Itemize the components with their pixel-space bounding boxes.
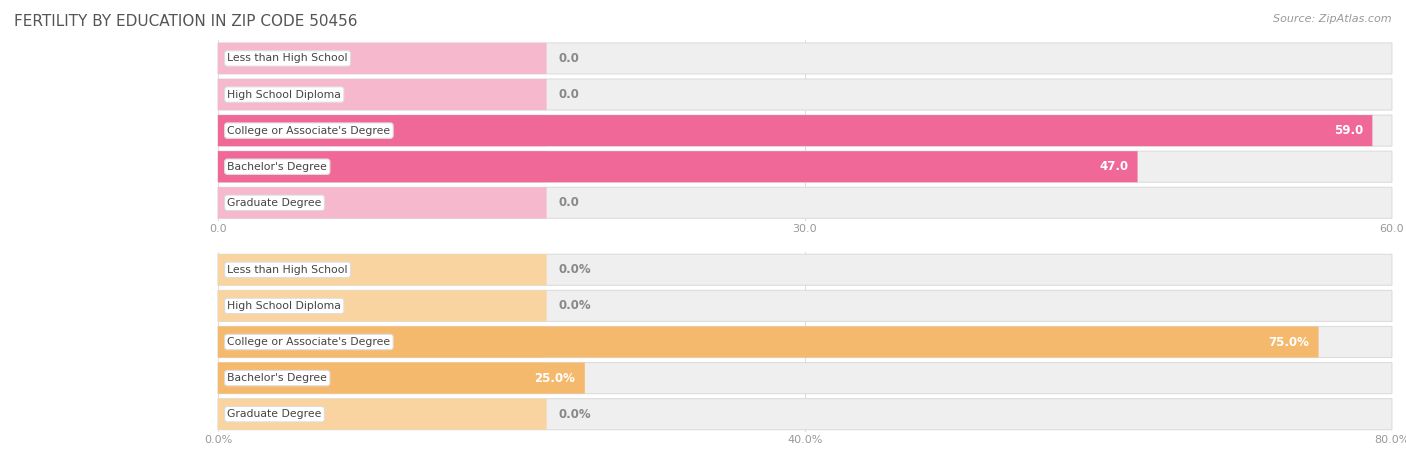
FancyBboxPatch shape <box>218 43 1392 74</box>
FancyBboxPatch shape <box>218 187 547 218</box>
Text: Less than High School: Less than High School <box>228 53 347 64</box>
FancyBboxPatch shape <box>218 254 1392 285</box>
FancyBboxPatch shape <box>218 151 547 182</box>
Text: 59.0: 59.0 <box>1334 124 1362 137</box>
Text: College or Associate's Degree: College or Associate's Degree <box>228 125 391 136</box>
Text: Bachelor's Degree: Bachelor's Degree <box>228 162 328 172</box>
Text: 0.0: 0.0 <box>558 52 579 65</box>
FancyBboxPatch shape <box>218 43 547 74</box>
FancyBboxPatch shape <box>218 399 1392 430</box>
Text: Source: ZipAtlas.com: Source: ZipAtlas.com <box>1274 14 1392 24</box>
FancyBboxPatch shape <box>218 79 547 110</box>
Text: FERTILITY BY EDUCATION IN ZIP CODE 50456: FERTILITY BY EDUCATION IN ZIP CODE 50456 <box>14 14 357 29</box>
FancyBboxPatch shape <box>218 254 547 285</box>
FancyBboxPatch shape <box>218 362 585 394</box>
Text: High School Diploma: High School Diploma <box>228 301 342 311</box>
Text: 0.0: 0.0 <box>558 88 579 101</box>
FancyBboxPatch shape <box>218 151 1392 182</box>
FancyBboxPatch shape <box>218 399 547 430</box>
FancyBboxPatch shape <box>218 290 1392 322</box>
FancyBboxPatch shape <box>218 115 1392 146</box>
Text: Graduate Degree: Graduate Degree <box>228 409 322 419</box>
Text: 0.0: 0.0 <box>558 196 579 209</box>
Text: High School Diploma: High School Diploma <box>228 89 342 100</box>
Text: 25.0%: 25.0% <box>534 371 575 385</box>
Text: Graduate Degree: Graduate Degree <box>228 198 322 208</box>
FancyBboxPatch shape <box>218 151 1137 182</box>
FancyBboxPatch shape <box>218 290 547 322</box>
FancyBboxPatch shape <box>218 362 547 394</box>
FancyBboxPatch shape <box>218 326 1319 358</box>
FancyBboxPatch shape <box>218 326 547 358</box>
FancyBboxPatch shape <box>218 326 1392 358</box>
Text: 75.0%: 75.0% <box>1268 335 1309 349</box>
FancyBboxPatch shape <box>218 115 547 146</box>
Text: 0.0%: 0.0% <box>558 263 591 276</box>
Text: 47.0: 47.0 <box>1099 160 1128 173</box>
FancyBboxPatch shape <box>218 79 1392 110</box>
FancyBboxPatch shape <box>218 115 1372 146</box>
FancyBboxPatch shape <box>218 362 1392 394</box>
Text: 0.0%: 0.0% <box>558 408 591 421</box>
Text: Less than High School: Less than High School <box>228 265 347 275</box>
Text: College or Associate's Degree: College or Associate's Degree <box>228 337 391 347</box>
FancyBboxPatch shape <box>218 187 1392 218</box>
Text: Bachelor's Degree: Bachelor's Degree <box>228 373 328 383</box>
Text: 0.0%: 0.0% <box>558 299 591 313</box>
